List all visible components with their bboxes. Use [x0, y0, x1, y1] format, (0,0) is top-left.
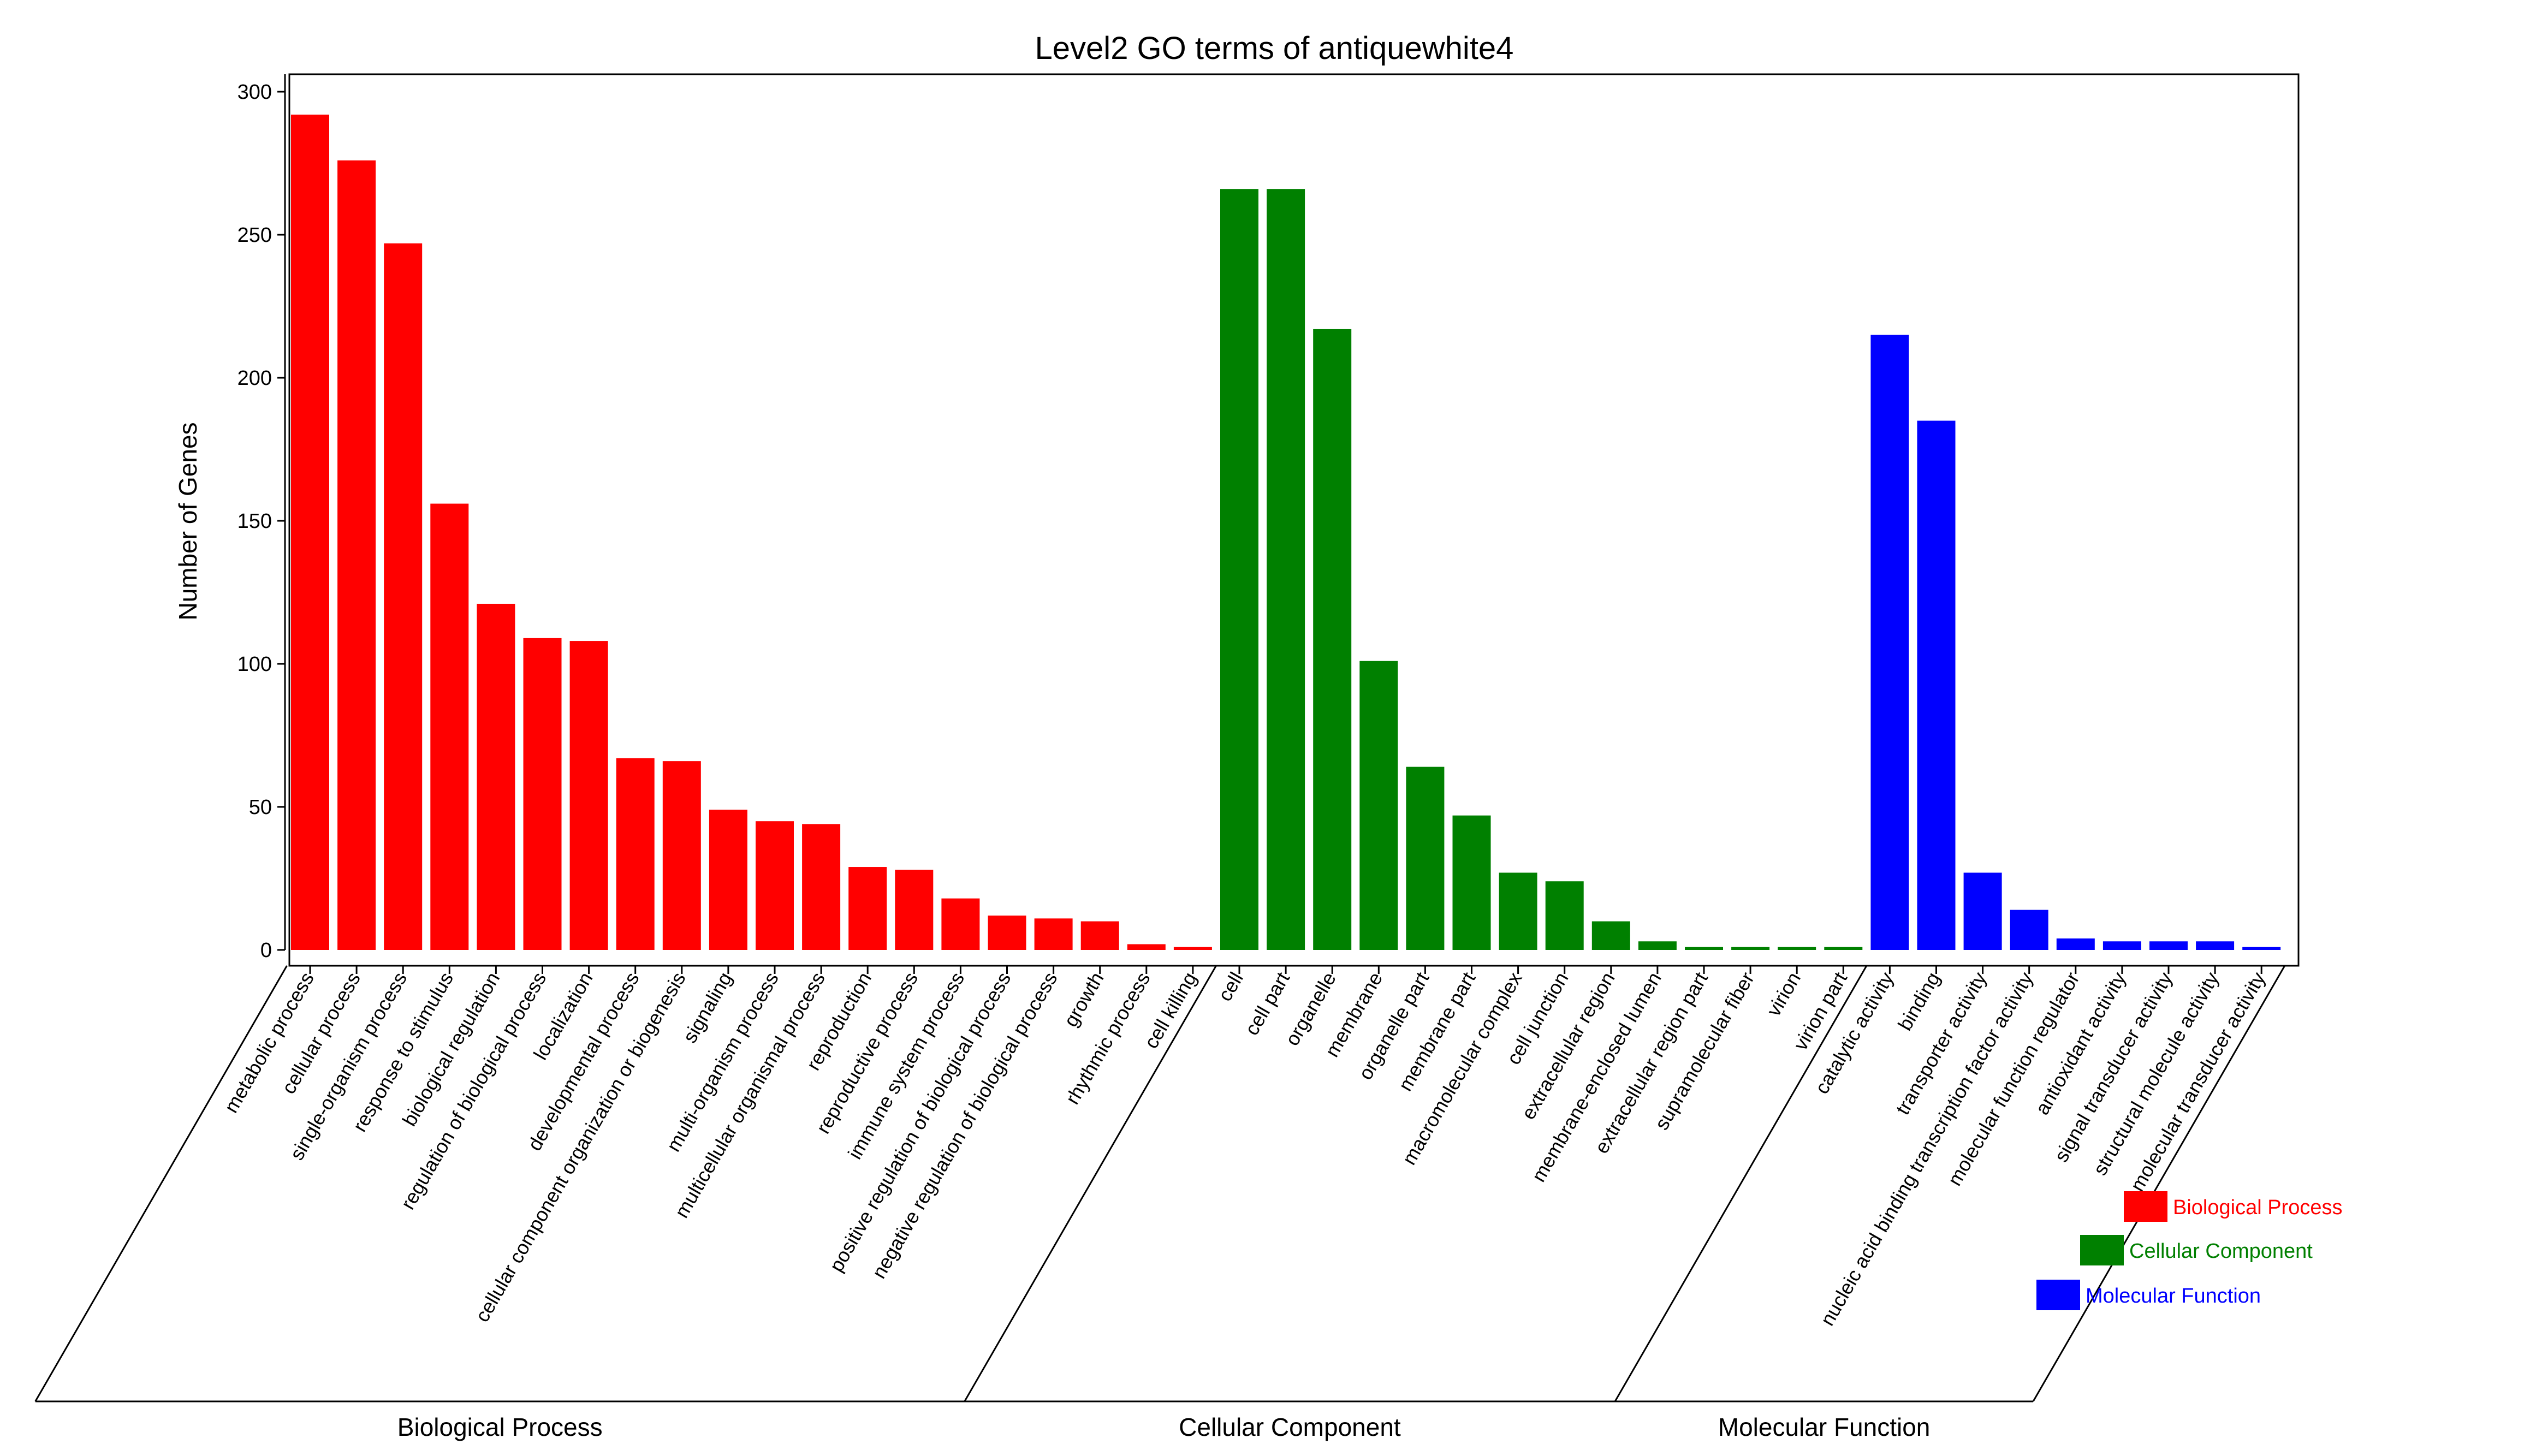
bar [2010, 910, 2048, 950]
group-bracket-line [34, 965, 288, 1402]
y-tick-label: 300 [237, 81, 272, 104]
group-name: Cellular Component [1179, 1413, 1401, 1441]
bar [1452, 815, 1491, 950]
y-tick-label: 150 [237, 510, 272, 533]
bar [662, 761, 701, 950]
y-tick-label: 200 [237, 367, 272, 390]
bar [430, 503, 469, 950]
bar [2196, 941, 2235, 950]
bar [941, 898, 980, 950]
group-bracket-line [964, 965, 1217, 1402]
bar [988, 916, 1026, 950]
bar [1685, 947, 1723, 950]
bar [802, 824, 841, 950]
chart-title: Level2 GO terms of antiquewhite4 [1035, 31, 1514, 66]
bar [1220, 189, 1258, 950]
x-tick-label: cell [1213, 968, 1248, 1005]
bars [291, 114, 2281, 974]
bar [1870, 335, 1909, 950]
x-tick-label: growth [1059, 968, 1108, 1031]
bar [1545, 881, 1584, 950]
x-tick-label: binding [1893, 968, 1945, 1035]
bar [1359, 661, 1398, 950]
bar [291, 114, 329, 950]
bar [1499, 872, 1537, 950]
y-axis: 0 50 100 150 200 250 300 [237, 74, 286, 962]
group-brackets [34, 965, 2286, 1402]
legend-label: Cellular Component [2129, 1240, 2313, 1263]
bar [569, 641, 608, 950]
group-bracket-line [2032, 965, 2286, 1402]
bar [1173, 947, 1212, 950]
legend-label: Molecular Function [2086, 1285, 2261, 1308]
bar [1406, 766, 1445, 950]
y-tick-label: 250 [237, 224, 272, 247]
bar [2242, 947, 2281, 950]
bar [1778, 947, 1816, 950]
bar [616, 758, 655, 950]
legend-swatch [2036, 1280, 2080, 1310]
group-name: Molecular Function [1718, 1413, 1931, 1441]
x-tick-label: virion [1762, 968, 1805, 1020]
bar [2056, 938, 2095, 950]
y-tick-label: 100 [237, 653, 272, 676]
group-name: Biological Process [397, 1413, 603, 1441]
y-tick-label: 0 [260, 939, 272, 962]
bar [1731, 947, 1770, 950]
bar [1267, 189, 1305, 950]
bar [384, 243, 423, 950]
bar [848, 867, 887, 950]
x-tick-label: rhythmic process [1061, 968, 1155, 1108]
bar [1917, 420, 1956, 950]
y-tick-label: 50 [249, 796, 272, 819]
bar [2149, 941, 2188, 950]
bar [523, 638, 562, 950]
bar [1080, 921, 1119, 950]
legend: Biological Process Cellular Component Mole… [2036, 1191, 2342, 1310]
legend-swatch [2124, 1191, 2167, 1222]
bar [1127, 944, 1166, 950]
bar [2102, 941, 2141, 950]
bar [1034, 918, 1073, 950]
legend-label: Biological Process [2173, 1196, 2342, 1219]
group-names: Biological Process Cellular Component Mole… [397, 1413, 1931, 1441]
y-axis-label: Number of Genes [174, 422, 202, 620]
plot-frame [288, 73, 2300, 967]
group-bracket-line [1614, 965, 1868, 1402]
bar [477, 603, 515, 950]
bar [709, 810, 747, 950]
bar [1824, 947, 1863, 950]
bar [1638, 941, 1677, 950]
bar [756, 821, 794, 950]
legend-swatch [2080, 1235, 2124, 1265]
bar [1313, 329, 1352, 950]
bar [1591, 921, 1630, 950]
bar [895, 870, 934, 950]
bar [1963, 872, 2002, 950]
bar [337, 160, 376, 950]
